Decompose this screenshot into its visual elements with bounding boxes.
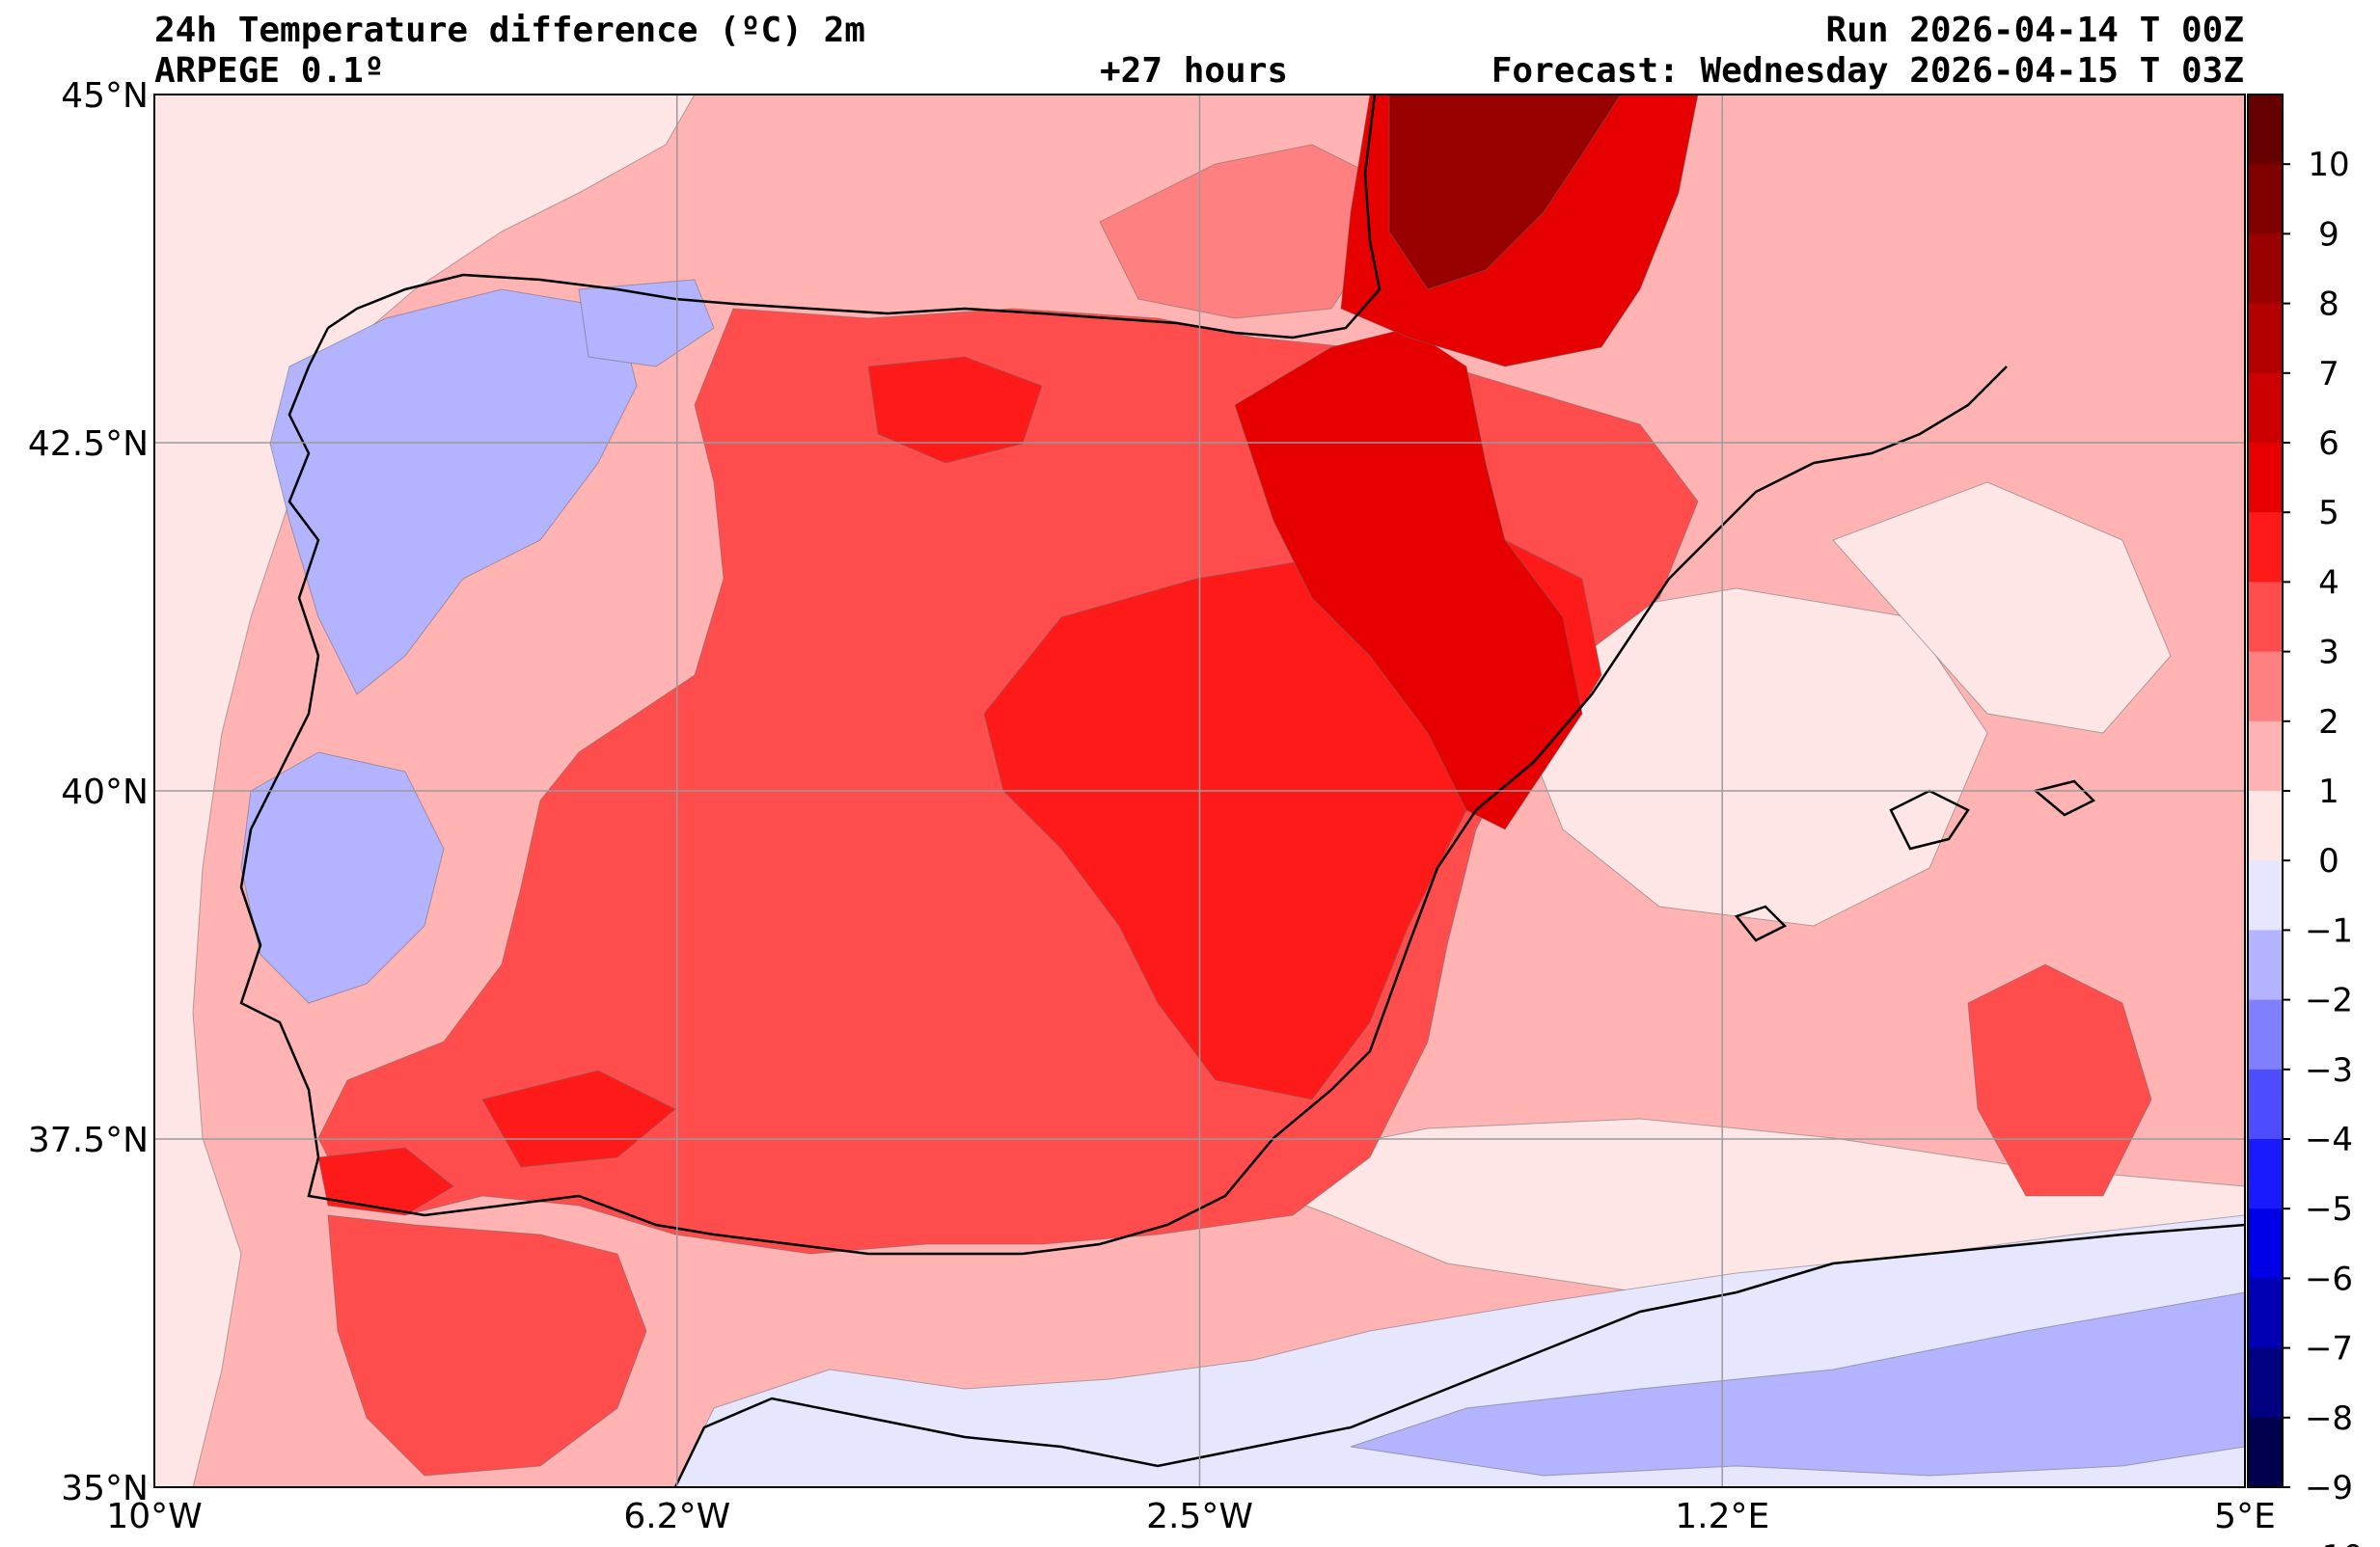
lat-tick-label: 35°N bbox=[61, 1469, 149, 1508]
lat-tick-label: 37.5°N bbox=[28, 1121, 149, 1160]
galicia-cool-field bbox=[269, 288, 638, 695]
ebro-warm-field bbox=[1234, 327, 1583, 830]
lon-tick-label: 5°E bbox=[2214, 1497, 2276, 1536]
colorbar-tick-label: 10 bbox=[2308, 146, 2349, 184]
colorbar-tick-label: −6 bbox=[2305, 1260, 2353, 1298]
sw-ocean-warm-field bbox=[327, 1214, 647, 1477]
colorbar-tick-label: −4 bbox=[2305, 1121, 2353, 1159]
colorbar-tick-label: 5 bbox=[2318, 494, 2339, 532]
colorbar-segment bbox=[2248, 1069, 2283, 1140]
colorbar-tick-label: 7 bbox=[2318, 355, 2339, 394]
lat-tick-label: 45°N bbox=[61, 76, 149, 116]
colorbar-tick-label: 6 bbox=[2318, 424, 2339, 463]
colorbar-segment bbox=[2248, 233, 2283, 305]
colorbar-segment bbox=[2248, 860, 2283, 931]
portugal-cool-field bbox=[240, 751, 445, 1004]
colorbar-segment bbox=[2248, 303, 2283, 374]
colorbar-tick-label: 0 bbox=[2318, 842, 2339, 881]
lat-tick-label: 40°N bbox=[61, 773, 149, 812]
balearic-cool-field bbox=[1523, 587, 1988, 927]
forecast-label: Forecast: Wednesday 2026-04-15 T 03Z bbox=[1491, 51, 2244, 91]
colorbar-segment bbox=[2248, 372, 2283, 444]
colorbar-segment bbox=[2248, 1347, 2283, 1419]
colorbar-tick-label: −3 bbox=[2305, 1051, 2353, 1090]
lon-tick-label: 1.2°E bbox=[1675, 1497, 1769, 1536]
coastline bbox=[239, 95, 2245, 1487]
colorbar-tick-label: 2 bbox=[2318, 703, 2339, 742]
colorbar-tick-label: −10 bbox=[2294, 1538, 2364, 1547]
algarve-warm-field bbox=[317, 1147, 454, 1216]
colorbar-segment bbox=[2248, 164, 2283, 234]
colorbar-segment bbox=[2248, 443, 2283, 513]
colorbar-tick-label: −5 bbox=[2305, 1190, 2353, 1229]
colorbar-segment bbox=[2248, 95, 2283, 165]
colorbar-segment bbox=[2248, 1208, 2283, 1279]
colorbar-tick-label: 8 bbox=[2318, 285, 2339, 324]
colorbar-segment bbox=[2248, 930, 2283, 1001]
colorbar-segment bbox=[2248, 651, 2283, 722]
colorbar-segment bbox=[2248, 512, 2283, 583]
cantabria-cool-field bbox=[578, 279, 715, 367]
colorbar-tick-label: 3 bbox=[2318, 634, 2339, 672]
colorbar-segment bbox=[2248, 1278, 2283, 1349]
colorbar-tick-label: 9 bbox=[2318, 215, 2339, 254]
france-hot-field bbox=[1388, 95, 1622, 290]
colorbar-tick-label: −8 bbox=[2305, 1399, 2353, 1438]
model-label: ARPEGE 0.1º bbox=[154, 51, 385, 91]
andalusia-warm-field bbox=[481, 1070, 676, 1168]
colorbar-tick-label: 1 bbox=[2318, 773, 2339, 811]
colorbar-segment bbox=[2248, 999, 2283, 1071]
upper-warm-field bbox=[867, 356, 1043, 464]
longitude-labels: 10°W 6.2°W 2.5°W 1.2°E 5°E bbox=[106, 1497, 2276, 1536]
colorbar-tick-label: 4 bbox=[2318, 563, 2339, 602]
alboran-warm-field bbox=[1967, 963, 2152, 1197]
run-label: Run 2026-04-14 T 00Z bbox=[1825, 11, 2244, 50]
colorbar-tick-label: −1 bbox=[2305, 911, 2353, 950]
lon-tick-label: 2.5°W bbox=[1146, 1497, 1253, 1536]
colorbar-tick-label: −9 bbox=[2305, 1469, 2353, 1507]
map-title: 24h Temperature difference (ºC) 2m bbox=[154, 11, 865, 50]
colorbar-tick-label: −7 bbox=[2305, 1330, 2353, 1369]
lead-time-label: +27 hours bbox=[1100, 51, 1289, 91]
north-africa-core-field bbox=[1350, 1291, 2245, 1477]
lon-tick-label: 10°W bbox=[106, 1497, 202, 1536]
lat-tick-label: 42.5°N bbox=[28, 424, 149, 464]
colorbar-tick-label: −2 bbox=[2305, 982, 2353, 1020]
colorbar-segment bbox=[2248, 791, 2283, 861]
gulf-lion-cool-field bbox=[1832, 481, 2172, 734]
colorbar-segment bbox=[2248, 1417, 2283, 1488]
colorbar-segment bbox=[2248, 582, 2283, 653]
colorbar-segment bbox=[2248, 1139, 2283, 1209]
latitude-labels: 45°N 42.5°N 40°N 37.5°N 35°N bbox=[28, 76, 149, 1508]
colorbar-segment bbox=[2248, 720, 2283, 792]
map-frame bbox=[153, 94, 2246, 1488]
colorbar bbox=[2247, 94, 2284, 1488]
lon-tick-label: 6.2°W bbox=[623, 1497, 730, 1536]
